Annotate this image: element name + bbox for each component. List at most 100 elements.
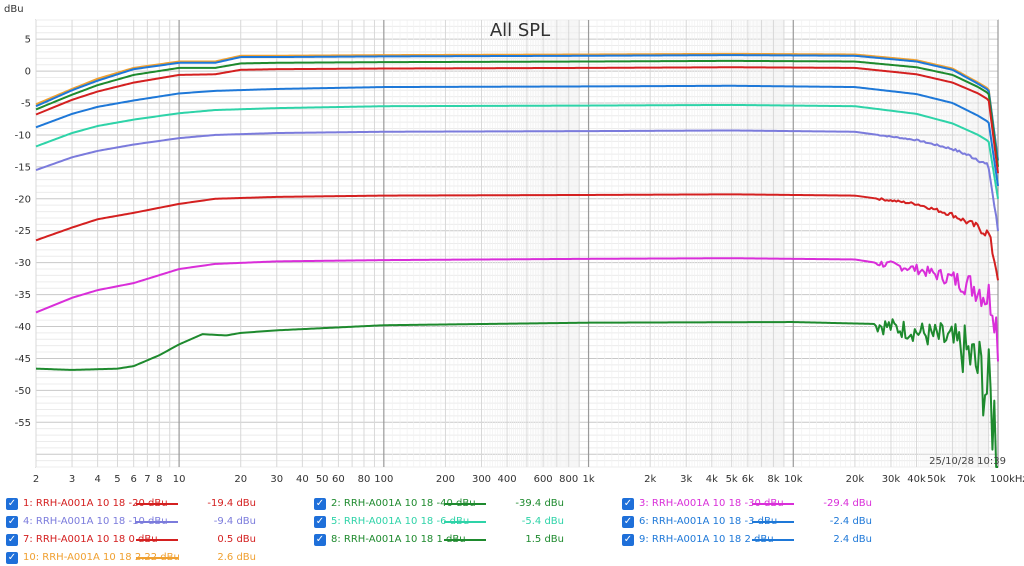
legend: ✓ 1: RRH-A001A 10 18 -20 dBu -19.4 dBu ✓ 2: … [0,490,1024,566]
legend-checkbox[interactable]: ✓ [6,552,18,564]
x-tick-label: 10 [173,474,186,485]
legend-swatch-line [136,539,178,541]
legend-swatch-line [444,503,486,505]
x-tick-label: 300 [472,474,491,485]
series-line [35,84,999,187]
x-tick-label: 100kHz [990,474,1024,485]
legend-item[interactable]: ✓ 4: RRH-A001A 10 18 -10 dBu -9.4 dBu [6,514,306,530]
series-line [35,66,999,174]
y-tick-label: -35 [15,290,31,301]
x-tick-label: 1k [582,474,594,485]
legend-series-value: -5.4 dBu [521,516,564,527]
y-tick-label: -40 [15,322,31,333]
legend-series-value: -9.4 dBu [213,516,256,527]
y-tick-label: -55 [15,418,31,429]
legend-series-name: 6: RRH-A001A 10 18 -3 dBu [639,516,778,527]
legend-series-name: 5: RRH-A001A 10 18 -6 dBu [331,516,470,527]
legend-series-name: 9: RRH-A001A 10 18 2 dBu [639,534,774,545]
series-line [35,129,999,232]
x-tick-label: 30k [882,474,901,485]
legend-series-value: -19.4 dBu [207,498,256,509]
x-tick-label: 10k [784,474,803,485]
legend-swatch-line [444,539,486,541]
y-tick-label: 5 [25,35,31,46]
x-tick-label: 20k [846,474,865,485]
legend-series-name: 4: RRH-A001A 10 18 -10 dBu [23,516,168,527]
x-tick-label: 50k [927,474,946,485]
x-tick-label: 200 [436,474,455,485]
legend-item[interactable]: ✓ 6: RRH-A001A 10 18 -3 dBu -2.4 dBu [622,514,922,530]
x-tick-label: 100 [374,474,393,485]
legend-series-name: 7: RRH-A001A 10 18 0 dBu [23,534,158,545]
y-axis-label: dBu [4,4,24,15]
legend-item[interactable]: ✓ 7: RRH-A001A 10 18 0 dBu 0.5 dBu [6,532,306,548]
legend-item[interactable]: ✓ 5: RRH-A001A 10 18 -6 dBu -5.4 dBu [314,514,614,530]
legend-item[interactable]: ✓ 1: RRH-A001A 10 18 -20 dBu -19.4 dBu [6,496,306,512]
x-tick-label: 60 [332,474,345,485]
legend-swatch-line [752,521,794,523]
legend-item[interactable]: ✓ 10: RRH-A001A 10 18 2.22 dBu 2.6 dBu [6,550,306,566]
legend-checkbox[interactable]: ✓ [622,516,634,528]
x-tick-label: 6k [742,474,754,485]
legend-item[interactable]: ✓ 8: RRH-A001A 10 18 1 dBu 1.5 dBu [314,532,614,548]
x-tick-labels: 2 3 4 5 6 7 8 10 20 30 40 50 60 80 100 200 300 400 600 800 1… [33,474,1024,485]
series-line [35,257,999,362]
legend-checkbox[interactable]: ✓ [622,498,634,510]
x-tick-label: 4 [94,474,100,485]
legend-checkbox[interactable]: ✓ [6,534,18,546]
legend-checkbox[interactable]: ✓ [622,534,634,546]
legend-series-value: 1.5 dBu [525,534,564,545]
x-tick-label: 6 [130,474,136,485]
y-tick-label: -25 [15,226,31,237]
legend-series-value: 2.6 dBu [217,552,256,563]
x-tick-label: 40 [296,474,309,485]
x-tick-label: 2 [33,474,39,485]
legend-series-value: -39.4 dBu [515,498,564,509]
x-tick-label: 5k [726,474,738,485]
x-tick-label: 5 [114,474,120,485]
legend-checkbox[interactable]: ✓ [6,498,18,510]
series-line [35,52,999,161]
x-tick-label: 3k [680,474,692,485]
y-tick-label: -50 [15,386,31,397]
x-tick-label: 30 [270,474,283,485]
legend-series-value: -29.4 dBu [823,498,872,509]
x-tick-label: 4k [706,474,718,485]
y-tick-label: -20 [15,194,31,205]
legend-series-name: 3: RRH-A001A 10 18 -30 dBu [639,498,784,509]
x-tick-label: 80 [358,474,371,485]
legend-swatch-line [136,557,178,559]
legend-checkbox[interactable]: ✓ [314,498,326,510]
x-tick-label: 8k [767,474,779,485]
y-tick-label: -5 [21,99,31,110]
x-tick-label: 2k [644,474,656,485]
chart-title: All SPL [490,20,550,41]
y-tick-label: -45 [15,354,31,365]
y-tick-labels: 5 0 -5 -10 -15 -20 -25 -30 -35 -40 -45 -50 -55 [15,35,31,429]
y-tick-label: -15 [15,162,31,173]
grid-lines [35,19,999,468]
legend-series-value: -2.4 dBu [829,516,872,527]
timestamp-label: 25/10/28 10:39 [929,456,1006,467]
legend-item[interactable]: ✓ 9: RRH-A001A 10 18 2 dBu 2.4 dBu [622,532,922,548]
legend-series-value: 0.5 dBu [217,534,256,545]
legend-item[interactable]: ✓ 3: RRH-A001A 10 18 -30 dBu -29.4 dBu [622,496,922,512]
legend-checkbox[interactable]: ✓ [314,534,326,546]
legend-checkbox[interactable]: ✓ [6,516,18,528]
x-tick-label: 3 [69,474,75,485]
x-tick-label: 7 [144,474,150,485]
x-tick-label: 800 [559,474,578,485]
series-line [35,193,999,281]
legend-swatch-line [444,521,486,523]
x-tick-label: 70k [957,474,976,485]
legend-item[interactable]: ✓ 2: RRH-A001A 10 18 -40 dBu -39.4 dBu [314,496,614,512]
series-line [35,103,999,199]
y-tick-label: -30 [15,258,31,269]
series-line [35,318,998,468]
legend-series-name: 1: RRH-A001A 10 18 -20 dBu [23,498,168,509]
legend-series-value: 2.4 dBu [833,534,872,545]
series-group [35,52,999,468]
legend-swatch-line [752,503,794,505]
legend-checkbox[interactable]: ✓ [314,516,326,528]
legend-swatch-line [136,503,178,505]
